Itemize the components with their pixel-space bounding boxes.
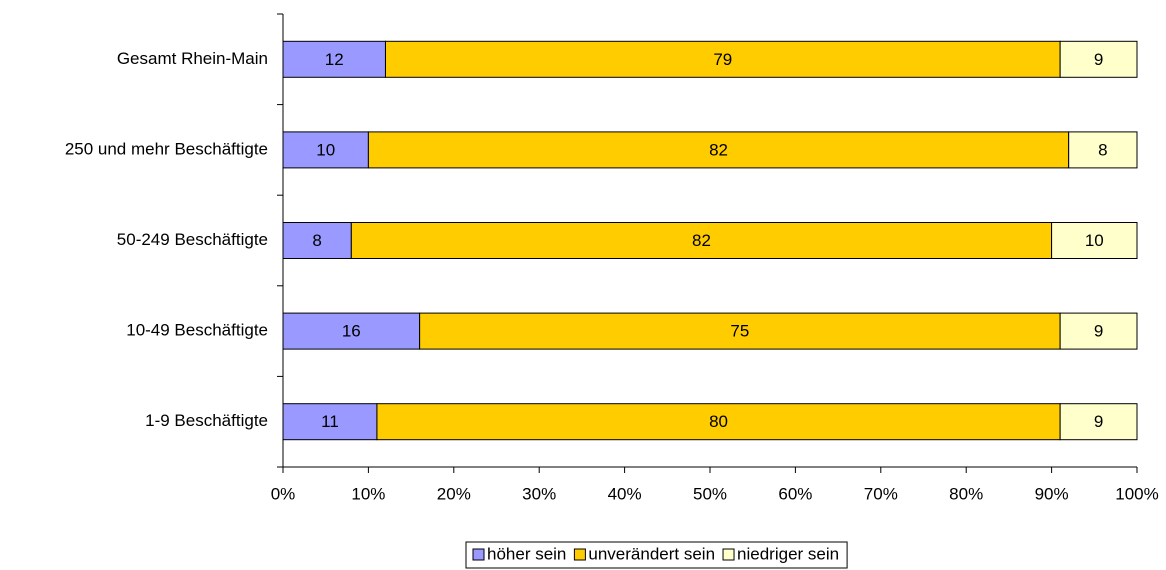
x-tick-label: 60% — [778, 484, 812, 503]
data-label: 10 — [1085, 231, 1104, 250]
data-label: 9 — [1094, 50, 1103, 69]
bar-segment — [282, 40, 386, 78]
data-label: 82 — [709, 140, 728, 159]
data-label: 79 — [713, 50, 732, 69]
bar-segment — [350, 222, 1053, 259]
x-tick-label: 80% — [949, 484, 983, 503]
bar-segment — [282, 222, 352, 259]
x-tick-label: 30% — [522, 484, 556, 503]
x-tick-label: 50% — [693, 484, 727, 503]
data-label: 8 — [312, 231, 321, 250]
bar-segment — [367, 131, 1070, 169]
legend-label: niedriger sein — [737, 544, 839, 563]
x-tick-label: 0% — [271, 484, 296, 503]
bar-segment — [376, 403, 1061, 441]
data-label: 82 — [692, 231, 711, 250]
bar-segment — [384, 40, 1061, 78]
y-tick-label: 250 und mehr Beschäftigte — [65, 139, 268, 158]
data-label: 12 — [325, 50, 344, 69]
data-label: 16 — [342, 322, 361, 341]
legend-label: unverändert sein — [588, 544, 715, 563]
x-tick-label: 40% — [608, 484, 642, 503]
data-label: 9 — [1094, 412, 1103, 431]
y-tick-label: 10-49 Beschäftigte — [126, 321, 268, 340]
legend-swatch — [573, 548, 586, 561]
bar-segment — [282, 312, 421, 350]
bar-segment — [1051, 222, 1138, 259]
bar-segment — [1059, 40, 1138, 78]
y-tick-label: 1-9 Beschäftigte — [145, 411, 268, 430]
data-label: 80 — [709, 412, 728, 431]
x-tick-label: 20% — [437, 484, 471, 503]
bar-segment — [1059, 403, 1138, 441]
y-tick-label: Gesamt Rhein-Main — [117, 49, 268, 68]
data-label: 10 — [316, 140, 335, 159]
data-label: 11 — [321, 412, 339, 431]
data-label: 8 — [1098, 140, 1107, 159]
y-tick-label: 50-249 Beschäftigte — [117, 230, 268, 249]
bar-segment — [1059, 312, 1138, 350]
data-label: 75 — [730, 322, 749, 341]
legend-box — [465, 541, 848, 569]
legend: höher sein unverändert sein niedriger sein — [465, 541, 848, 569]
x-tick-label: 70% — [864, 484, 898, 503]
legend-label: höher sein — [487, 544, 566, 563]
legend-swatch — [472, 548, 485, 561]
bar-segment — [1068, 131, 1138, 169]
legend-swatch — [722, 548, 735, 561]
bar-segment — [282, 403, 378, 441]
data-label: 9 — [1094, 322, 1103, 341]
x-tick-label: 100% — [1115, 484, 1158, 503]
x-tick-label: 90% — [1035, 484, 1069, 503]
x-tick-label: 10% — [351, 484, 385, 503]
